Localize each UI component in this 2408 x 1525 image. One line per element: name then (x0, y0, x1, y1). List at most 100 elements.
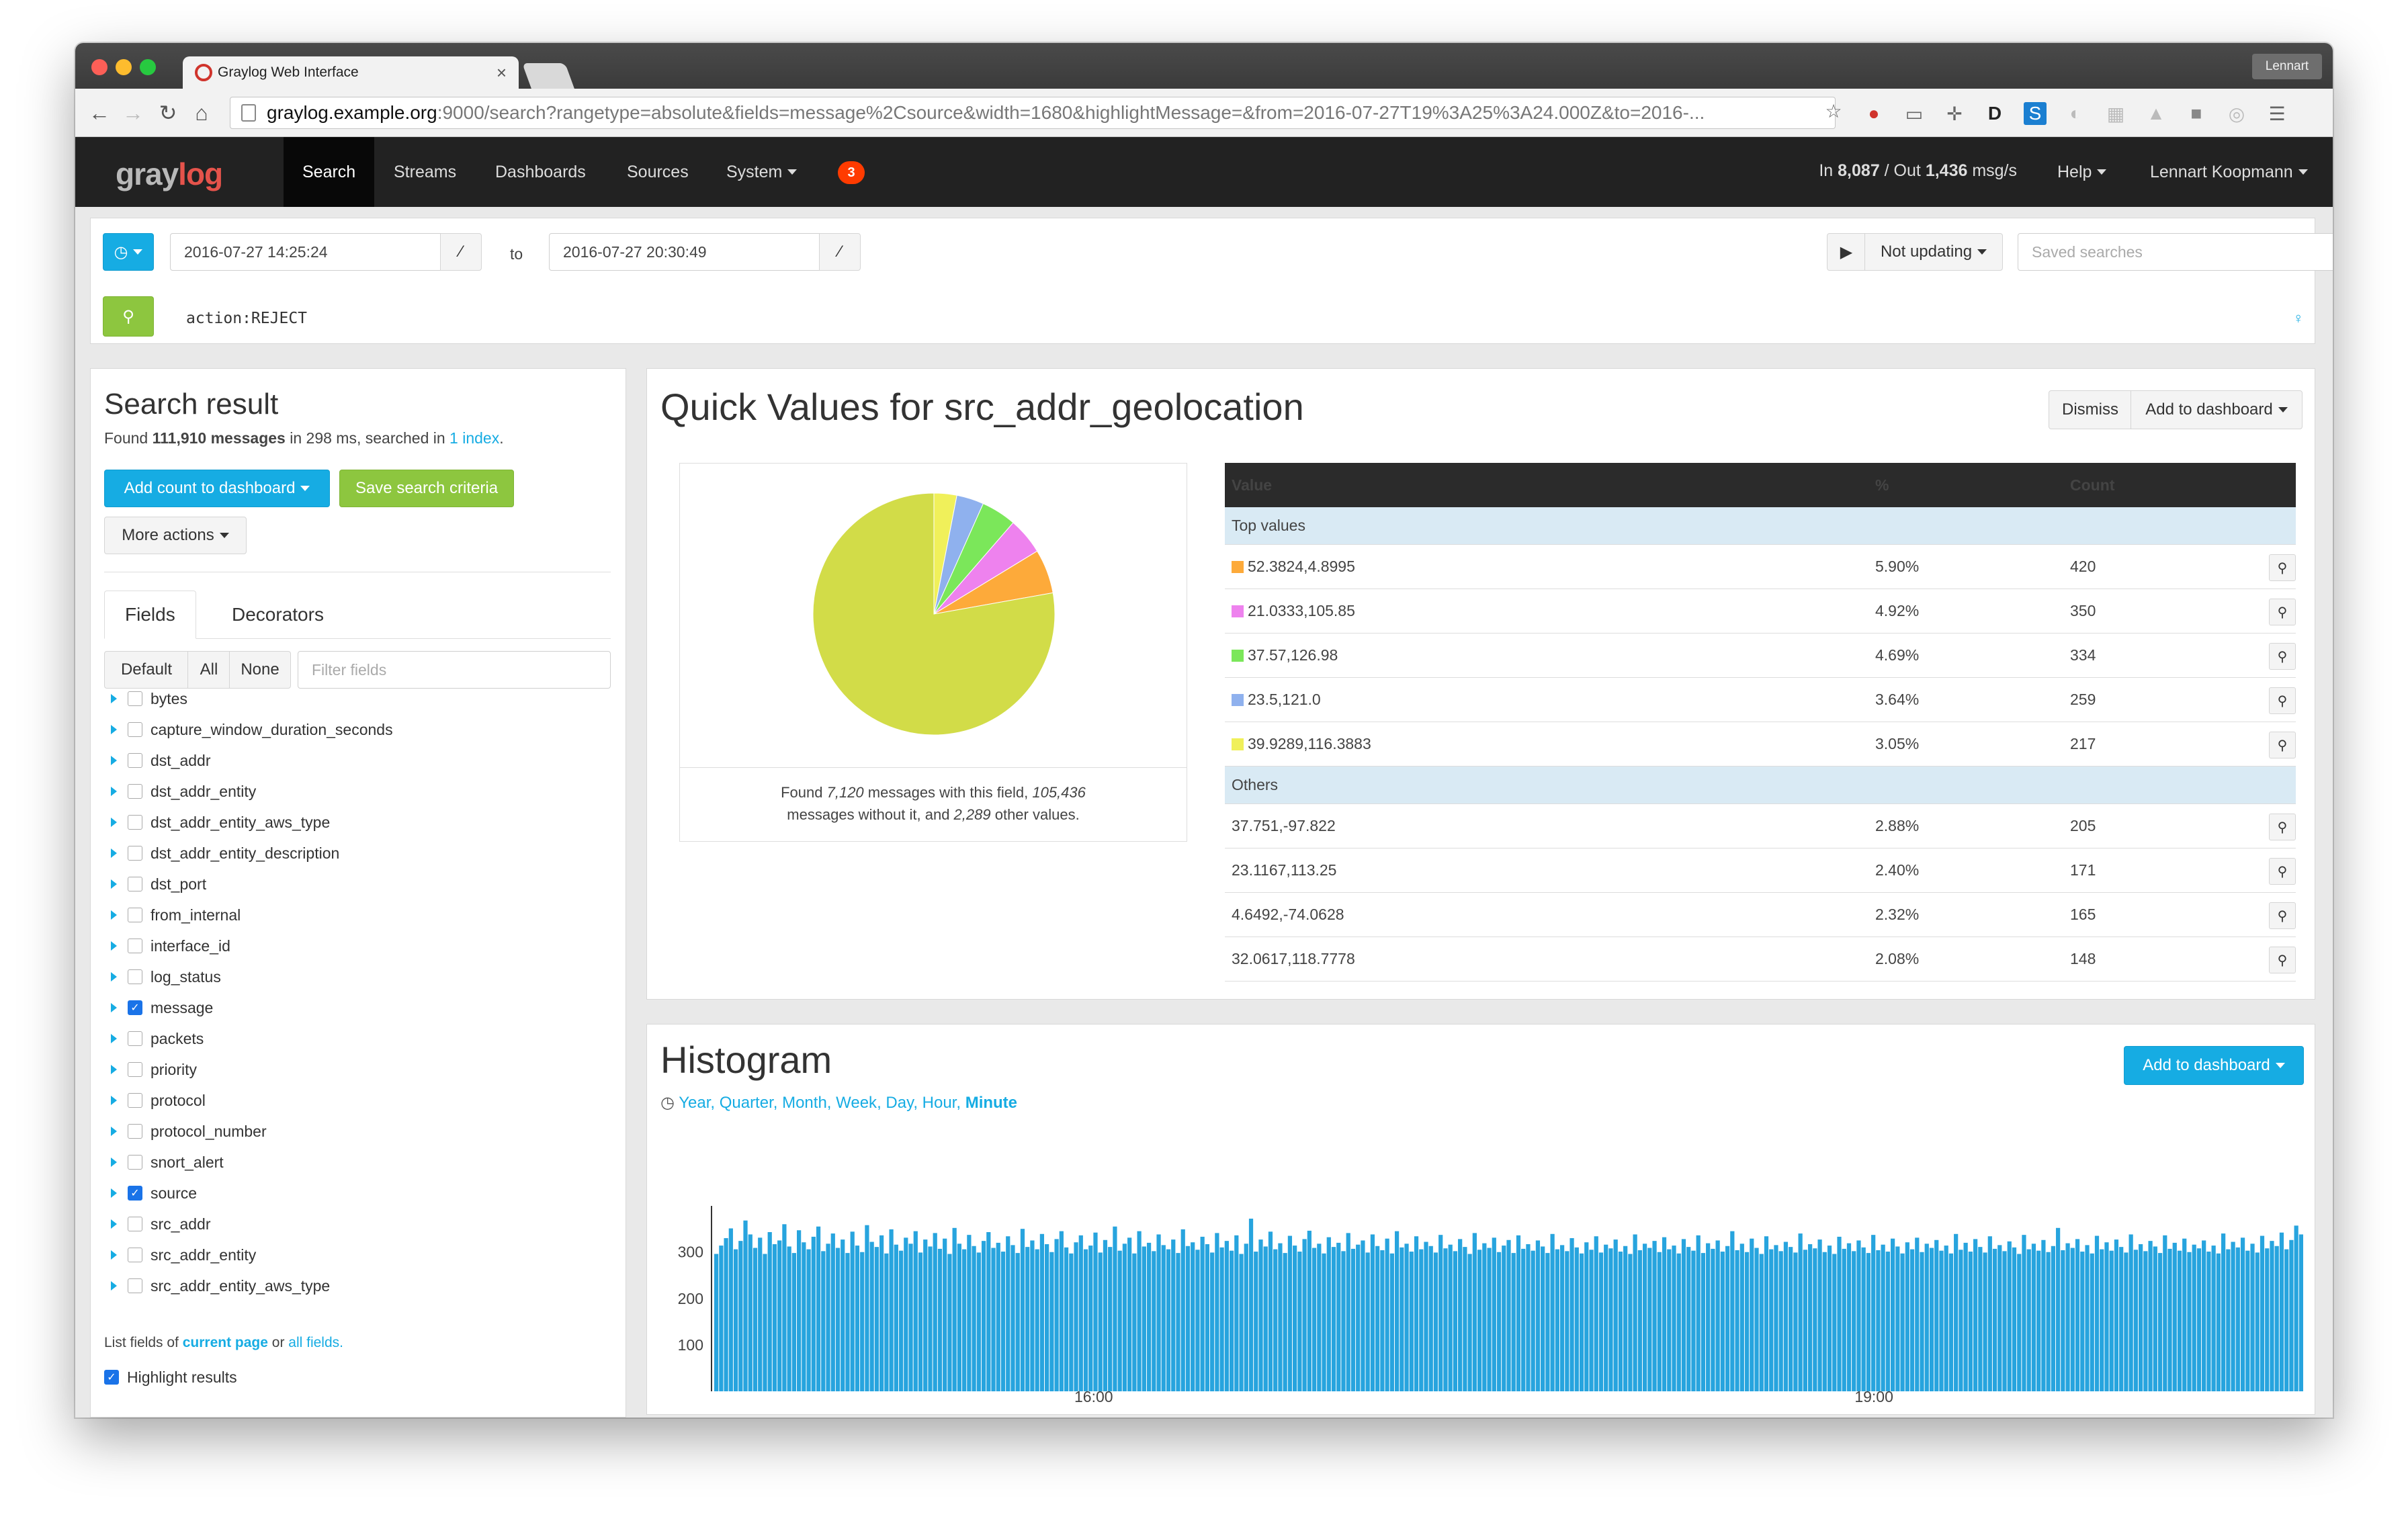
histogram-bar[interactable] (1020, 1229, 1025, 1391)
histogram-bar[interactable] (1078, 1235, 1083, 1391)
histogram-bar[interactable] (1502, 1246, 1506, 1391)
nav-help[interactable]: Help (2038, 137, 2125, 207)
histogram-bar[interactable] (2294, 1225, 2298, 1391)
histogram-bar[interactable] (2138, 1244, 2143, 1391)
histogram-bar[interactable] (923, 1239, 928, 1391)
histogram-bar[interactable] (1852, 1251, 1856, 1391)
histogram-bar[interactable] (1472, 1233, 1477, 1391)
drive-extension-icon[interactable]: ▲ (2147, 103, 2165, 124)
histogram-bar[interactable] (738, 1241, 743, 1391)
histogram-bar[interactable] (1954, 1233, 1959, 1391)
play-refresh-button[interactable]: ▶ (1827, 233, 1866, 271)
histogram-bar[interactable] (797, 1230, 802, 1391)
field-checkbox[interactable] (128, 1217, 142, 1231)
histogram-bar[interactable] (2172, 1242, 2177, 1391)
histogram-bar[interactable] (1920, 1252, 1924, 1391)
histogram-bar[interactable] (1807, 1244, 1813, 1391)
histogram-bar[interactable] (1210, 1252, 1215, 1391)
histogram-bar[interactable] (1589, 1250, 1594, 1391)
histogram-bar[interactable] (1229, 1250, 1234, 1391)
field-checkbox[interactable] (128, 1124, 142, 1139)
histogram-bar[interactable] (884, 1253, 889, 1391)
histogram-bar[interactable] (918, 1252, 923, 1391)
field-checkbox[interactable] (128, 1278, 142, 1293)
histogram-bar[interactable] (1832, 1254, 1837, 1391)
histogram-bar[interactable] (1346, 1233, 1350, 1391)
square-extension-icon[interactable]: ■ (2190, 103, 2202, 124)
highlight-results-option[interactable]: ✓ Highlight results (104, 1362, 237, 1393)
histogram-bar[interactable] (1983, 1252, 1987, 1391)
field-checkbox[interactable] (128, 877, 142, 891)
histogram-bar[interactable] (1541, 1246, 1545, 1391)
histogram-bar[interactable] (2240, 1237, 2245, 1391)
histogram-bar[interactable] (1010, 1245, 1015, 1391)
filter-fields-input[interactable]: Filter fields (298, 651, 611, 689)
field-checkbox[interactable] (128, 753, 142, 768)
histogram-bar[interactable] (1813, 1248, 1817, 1391)
histogram-bar[interactable] (2182, 1238, 2187, 1391)
histogram-bar[interactable] (2017, 1254, 2022, 1391)
histogram-bar[interactable] (2031, 1244, 2036, 1391)
histogram-bar[interactable] (2167, 1248, 2172, 1391)
expand-triangle-icon[interactable] (111, 941, 117, 951)
histogram-bar[interactable] (1059, 1231, 1064, 1391)
histogram-bar[interactable] (928, 1246, 933, 1391)
histogram-bar[interactable] (1511, 1253, 1516, 1391)
histogram-bar[interactable] (2080, 1252, 2085, 1391)
histogram-bar[interactable] (743, 1220, 748, 1391)
histogram-bar[interactable] (1103, 1239, 1108, 1391)
histogram-bar[interactable] (2211, 1246, 2216, 1391)
histogram-bar[interactable] (1273, 1249, 1278, 1391)
field-checkbox[interactable] (128, 1031, 142, 1046)
dismiss-button[interactable]: Dismiss (2049, 390, 2132, 429)
histogram-bar[interactable] (1433, 1252, 1438, 1391)
histogram-bar[interactable] (1754, 1248, 1759, 1391)
histogram-bar[interactable] (1453, 1251, 1458, 1391)
histogram-bar[interactable] (2075, 1239, 2080, 1391)
minimize-window-button[interactable] (116, 59, 132, 75)
histogram-bar[interactable] (1365, 1252, 1370, 1391)
histogram-bar[interactable] (1642, 1244, 1647, 1391)
histogram-bar[interactable] (1035, 1249, 1039, 1391)
histogram-bar[interactable] (1934, 1239, 1939, 1391)
histogram-bar[interactable] (1623, 1246, 1628, 1391)
histogram-bar[interactable] (1676, 1253, 1681, 1391)
resolution-link-week[interactable]: Week (836, 1094, 877, 1112)
field-item[interactable]: ✓ message (105, 992, 616, 1023)
histogram-bar[interactable] (2250, 1244, 2255, 1391)
filter-all-button[interactable]: All (187, 651, 230, 689)
histogram-bar[interactable] (1205, 1244, 1210, 1391)
histogram-bar[interactable] (1978, 1247, 1983, 1391)
histogram-bar[interactable] (972, 1246, 976, 1391)
histogram-bar[interactable] (1438, 1235, 1443, 1391)
histogram-bar[interactable] (1015, 1253, 1020, 1391)
field-item[interactable]: priority (105, 1054, 616, 1085)
histogram-bar[interactable] (1895, 1246, 1900, 1391)
histogram-bar[interactable] (1322, 1253, 1326, 1391)
histogram-bar[interactable] (1545, 1253, 1550, 1391)
back-arrow-icon[interactable]: ← (89, 100, 110, 125)
histogram-bar[interactable] (1307, 1230, 1312, 1391)
histogram-bar[interactable] (2270, 1241, 2274, 1391)
histogram-bar[interactable] (1356, 1244, 1361, 1391)
histogram-bar[interactable] (1574, 1247, 1579, 1391)
grid-extension-icon[interactable]: ▦ (2106, 103, 2125, 124)
histogram-bar[interactable] (1219, 1247, 1224, 1391)
histogram-bar[interactable] (2226, 1249, 2231, 1391)
zoom-search-icon[interactable]: ⚲ (2269, 732, 2296, 758)
histogram-bar[interactable] (1244, 1244, 1248, 1391)
histogram-bar[interactable] (1817, 1239, 1822, 1391)
histogram-bar[interactable] (719, 1246, 724, 1391)
field-item[interactable]: src_addr_entity (105, 1239, 616, 1270)
histogram-bar[interactable] (1535, 1240, 1541, 1391)
histogram-bar[interactable] (1293, 1246, 1297, 1391)
search-button[interactable]: ⚲ (103, 296, 154, 337)
index-link[interactable]: 1 index (449, 429, 500, 447)
histogram-bar[interactable] (1715, 1240, 1720, 1391)
histogram-bar[interactable] (835, 1248, 841, 1391)
filter-default-button[interactable]: Default (104, 651, 189, 689)
saved-searches-select[interactable]: Saved searches (2018, 233, 2333, 271)
histogram-bar[interactable] (1963, 1242, 1968, 1391)
histogram-bar[interactable] (1287, 1235, 1293, 1391)
histogram-bar[interactable] (1885, 1252, 1890, 1391)
